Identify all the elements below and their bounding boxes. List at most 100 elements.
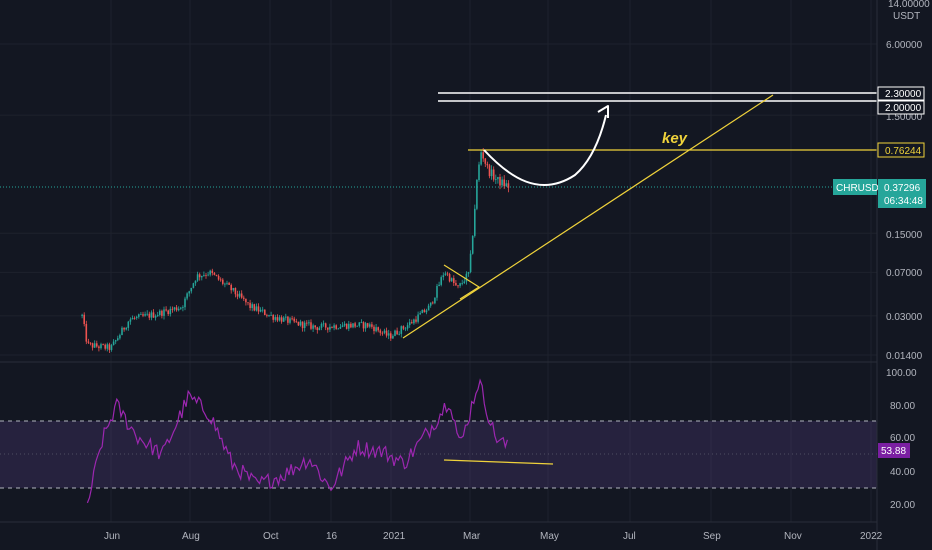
candle-body [156, 315, 159, 317]
candle-body [474, 208, 476, 236]
candle-body [261, 309, 264, 311]
symbol-tag-box [833, 179, 877, 195]
candle-body [104, 344, 106, 349]
candle-body [226, 282, 228, 284]
candle-body [486, 163, 489, 166]
candle-body [106, 344, 109, 349]
level-tag-2-30[interactable]: 2.30000 [877, 86, 925, 101]
symbol-label: CHRUSDT [836, 183, 885, 194]
wedge-pattern[interactable] [443, 264, 481, 300]
candle-body [453, 278, 455, 283]
candle-body [345, 323, 348, 329]
candle-body [495, 179, 497, 180]
price-pane[interactable]: key [0, 92, 877, 353]
candle-body [488, 165, 491, 177]
candle-body [444, 273, 447, 276]
rising-trendline[interactable] [402, 94, 774, 339]
candle-body [91, 343, 94, 348]
level-tag-2-00[interactable]: 2.00000 [877, 100, 925, 115]
time-label: Nov [784, 531, 802, 542]
candle-body [278, 317, 281, 321]
candle-body [469, 253, 472, 272]
candle-body [358, 322, 361, 326]
candle-body [329, 326, 331, 330]
candle-body [314, 325, 316, 328]
candle-body [377, 327, 379, 331]
candle-body [131, 318, 134, 320]
candle-body [274, 317, 277, 320]
candle-body [390, 333, 392, 339]
candle-body [167, 310, 169, 315]
candle-body [448, 274, 451, 282]
candle-body [503, 179, 505, 187]
candle-body [276, 317, 279, 321]
rsi-tick: 20.00 [890, 500, 915, 511]
candle-body [148, 313, 151, 318]
candle-body [343, 323, 346, 326]
axis-top-value: 14.00000 [888, 0, 930, 10]
candle-body [289, 318, 291, 323]
candle-body [190, 287, 193, 292]
candle-body [238, 293, 241, 297]
candle-body [394, 330, 396, 336]
price-axis[interactable]: 14.00000 USDT 6.00000 1.50000 0.15000 0.… [833, 0, 932, 550]
candle-body [119, 335, 121, 339]
candle-body [408, 322, 411, 326]
candle-body [83, 314, 85, 324]
level-tag-key[interactable]: 0.76244 [877, 142, 925, 158]
candle-body [425, 310, 428, 313]
axis-currency: USDT [893, 11, 920, 22]
candle-body [324, 323, 327, 328]
candle-body [266, 315, 268, 316]
candle-body [224, 283, 226, 285]
time-label: Aug [182, 531, 200, 542]
level-tag-text: 2.00000 [885, 103, 922, 114]
candle-body [228, 282, 230, 285]
price-tick: 1.50000 [886, 112, 923, 123]
candle-body [490, 169, 493, 177]
rsi-value-tag[interactable]: 53.88 [878, 443, 910, 458]
candle-body [404, 328, 407, 330]
candle-body [230, 284, 232, 291]
candle-body [402, 326, 405, 329]
candle-body [480, 152, 482, 165]
candle-body [135, 316, 138, 318]
candle-body [98, 346, 100, 349]
candle-body [440, 277, 442, 285]
candle-body [352, 323, 354, 328]
candle-body [123, 327, 125, 330]
candle-body [362, 322, 365, 329]
rsi-pane[interactable] [0, 378, 877, 504]
candle-body [255, 306, 258, 311]
countdown-label: 06:34:48 [884, 196, 923, 207]
candle-body [471, 235, 474, 254]
candle-body [165, 309, 167, 311]
rsi-divergence-line[interactable] [443, 459, 554, 465]
candle-body [234, 288, 237, 295]
candle-body [327, 327, 329, 330]
candle-body [182, 307, 184, 308]
candle-body [140, 314, 142, 315]
candle-body [209, 270, 211, 275]
candle-body [257, 306, 260, 312]
candle-body [465, 273, 468, 282]
candle-body [306, 322, 308, 324]
time-label: Oct [263, 531, 279, 542]
rsi-tick: 60.00 [890, 433, 915, 444]
candle-body [450, 278, 453, 282]
candle-body [406, 325, 409, 329]
time-label: Jun [104, 531, 120, 542]
candle-body [129, 319, 132, 322]
level-tag-text: 2.30000 [885, 89, 922, 100]
rsi-tick: 40.00 [890, 467, 915, 478]
candle-body [360, 322, 363, 323]
candle-body [356, 325, 358, 327]
candle-body [301, 321, 304, 329]
candle-body [499, 177, 501, 186]
candle-body [96, 343, 98, 347]
current-price-tag[interactable]: CHRUSDT 0.37296 06:34:48 [833, 179, 926, 208]
time-axis[interactable]: Jun Aug Oct 16 2021 Mar May Jul Sep Nov … [0, 521, 883, 542]
candle-body [478, 164, 480, 180]
candle-body [184, 298, 186, 308]
